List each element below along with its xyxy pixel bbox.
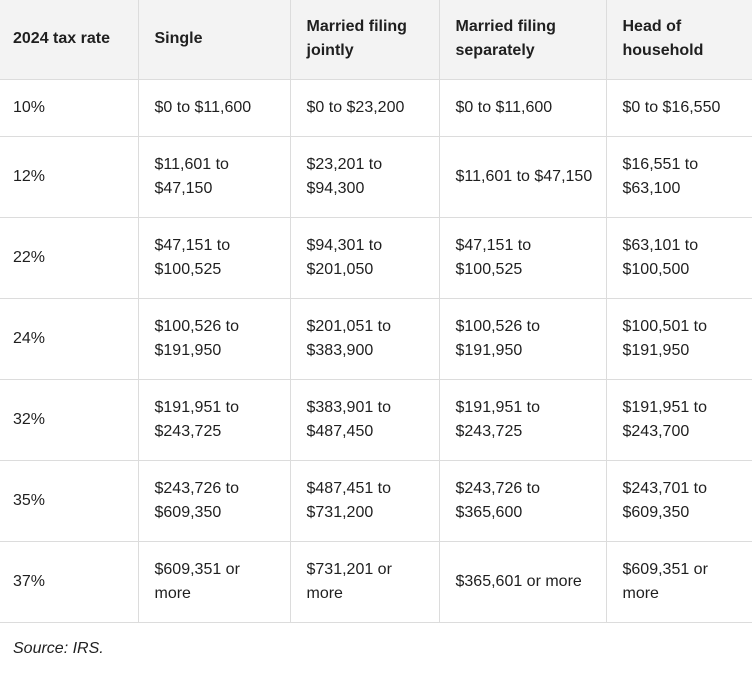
table-row: 24% $100,526 to $191,950 $201,051 to $38… <box>0 298 752 380</box>
head-of-household-cell: $609,351 or more <box>606 541 752 623</box>
married-jointly-cell: $94,301 to $201,050 <box>290 217 440 299</box>
head-of-household-cell: $16,551 to $63,100 <box>606 136 752 218</box>
header-single: Single <box>138 0 291 80</box>
married-jointly-cell: $23,201 to $94,300 <box>290 136 440 218</box>
married-jointly-cell: $201,051 to $383,900 <box>290 298 440 380</box>
married-separately-cell: $47,151 to $100,525 <box>439 217 607 299</box>
rate-cell: 37% <box>0 541 139 623</box>
head-of-household-cell: $0 to $16,550 <box>606 79 752 137</box>
married-separately-cell: $11,601 to $47,150 <box>439 136 607 218</box>
table-header-row: 2024 tax rate Single Married filing join… <box>0 0 752 80</box>
table-row: 10% $0 to $11,600 $0 to $23,200 $0 to $1… <box>0 79 752 137</box>
single-cell: $47,151 to $100,525 <box>138 217 291 299</box>
rate-cell: 22% <box>0 217 139 299</box>
rate-cell: 10% <box>0 79 139 137</box>
single-cell: $11,601 to $47,150 <box>138 136 291 218</box>
married-separately-cell: $365,601 or more <box>439 541 607 623</box>
rate-cell: 24% <box>0 298 139 380</box>
married-separately-cell: $243,726 to $365,600 <box>439 460 607 542</box>
table-row: 35% $243,726 to $609,350 $487,451 to $73… <box>0 460 752 542</box>
married-separately-cell: $0 to $11,600 <box>439 79 607 137</box>
head-of-household-cell: $191,951 to $243,700 <box>606 379 752 461</box>
single-cell: $100,526 to $191,950 <box>138 298 291 380</box>
single-cell: $191,951 to $243,725 <box>138 379 291 461</box>
married-jointly-cell: $731,201 or more <box>290 541 440 623</box>
single-cell: $0 to $11,600 <box>138 79 291 137</box>
married-jointly-cell: $383,901 to $487,450 <box>290 379 440 461</box>
source-note: Source: IRS. <box>13 639 104 657</box>
head-of-household-cell: $100,501 to $191,950 <box>606 298 752 380</box>
header-head-of-household: Head of household <box>606 0 752 80</box>
married-jointly-cell: $0 to $23,200 <box>290 79 440 137</box>
rate-cell: 35% <box>0 460 139 542</box>
rate-cell: 12% <box>0 136 139 218</box>
married-jointly-cell: $487,451 to $731,200 <box>290 460 440 542</box>
married-separately-cell: $191,951 to $243,725 <box>439 379 607 461</box>
header-married-separately: Married filing separately <box>439 0 607 80</box>
table-row: 37% $609,351 or more $731,201 or more $3… <box>0 541 752 623</box>
single-cell: $243,726 to $609,350 <box>138 460 291 542</box>
header-tax-rate: 2024 tax rate <box>0 0 139 80</box>
head-of-household-cell: $243,701 to $609,350 <box>606 460 752 542</box>
tax-bracket-table: 2024 tax rate Single Married filing join… <box>0 0 752 623</box>
tax-bracket-document: 2024 tax rate Single Married filing join… <box>0 0 752 657</box>
table-row: 22% $47,151 to $100,525 $94,301 to $201,… <box>0 217 752 299</box>
head-of-household-cell: $63,101 to $100,500 <box>606 217 752 299</box>
header-married-jointly: Married filing jointly <box>290 0 440 80</box>
married-separately-cell: $100,526 to $191,950 <box>439 298 607 380</box>
rate-cell: 32% <box>0 379 139 461</box>
table-row: 12% $11,601 to $47,150 $23,201 to $94,30… <box>0 136 752 218</box>
table-row: 32% $191,951 to $243,725 $383,901 to $48… <box>0 379 752 461</box>
single-cell: $609,351 or more <box>138 541 291 623</box>
